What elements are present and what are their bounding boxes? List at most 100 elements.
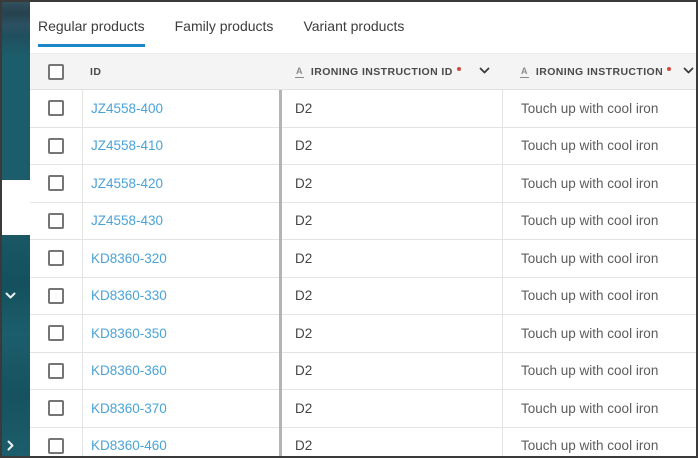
ironing-instruction-id-cell: D2 — [295, 438, 313, 454]
table-row: KD8360-330 D2 Touch up with cool iron — [30, 277, 696, 315]
row-select-cell — [30, 353, 82, 390]
sidebar-lower-panel — [2, 235, 30, 456]
product-id-link[interactable]: JZ4558-400 — [91, 100, 164, 116]
row-select-cell — [30, 128, 82, 165]
product-id-link[interactable]: JZ4558-420 — [91, 175, 164, 191]
collapsed-sidebar[interactable] — [2, 2, 30, 456]
product-id-cell: JZ4558-400 — [82, 90, 282, 127]
row-select-cell — [30, 240, 82, 277]
product-id-cell: KD8360-360 — [82, 352, 282, 389]
product-id-cell: JZ4558-420 — [82, 165, 282, 202]
table-row: KD8360-360 D2 Touch up with cool iron — [30, 352, 696, 390]
tab-variant-products[interactable]: Variant products — [303, 10, 404, 47]
table-row: JZ4558-410 D2 Touch up with cool iron — [30, 127, 696, 165]
table-row: JZ4558-430 D2 Touch up with cool iron — [30, 202, 696, 240]
column-header-ironing-instruction[interactable]: A IRONING INSTRUCTION — [502, 66, 696, 78]
ironing-instruction-id-cell: D2 — [295, 400, 313, 416]
tab-label: Regular products — [38, 18, 145, 34]
chevron-down-icon[interactable] — [4, 289, 17, 302]
ironing-instruction-id-cell: D2 — [295, 250, 313, 266]
row-select-cell — [30, 390, 82, 427]
row-checkbox[interactable] — [48, 100, 64, 117]
table-row: KD8360-370 D2 Touch up with cool iron — [30, 390, 696, 428]
product-id-link[interactable]: KD8360-330 — [91, 288, 167, 304]
frozen-column-divider[interactable] — [279, 90, 282, 456]
grid-header-row: ID A IRONING INSTRUCTION ID A IRONING IN… — [30, 53, 696, 90]
product-id-cell: KD8360-460 — [82, 427, 282, 456]
product-id-cell: KD8360-350 — [82, 315, 282, 352]
ironing-instruction-cell: Touch up with cool iron — [502, 90, 696, 127]
ironing-instruction-cell: Touch up with cool iron — [502, 165, 696, 202]
row-select-cell — [30, 278, 82, 315]
required-indicator — [456, 66, 461, 71]
select-all-cell — [30, 63, 82, 80]
ironing-instruction-cell: Touch up with cool iron — [502, 240, 696, 277]
tab-regular-products[interactable]: Regular products — [38, 10, 145, 47]
ironing-instruction-cell: Touch up with cool iron — [502, 427, 696, 456]
ironing-instruction-id-cell: D2 — [295, 363, 313, 379]
row-checkbox[interactable] — [48, 250, 64, 267]
product-id-link[interactable]: KD8360-370 — [91, 400, 167, 416]
table-row: JZ4558-400 D2 Touch up with cool iron — [30, 90, 696, 128]
ironing-instruction-cell: Touch up with cool iron — [502, 352, 696, 389]
ironing-instruction-id-cell: D2 — [295, 325, 313, 341]
ironing-instruction-id-cell: D2 — [295, 138, 313, 154]
ironing-instruction-cell: Touch up with cool iron — [502, 202, 696, 239]
row-select-cell — [30, 315, 82, 352]
ironing-instruction-id-cell: D2 — [295, 100, 313, 116]
row-checkbox[interactable] — [48, 175, 64, 192]
text-attribute-icon: A — [295, 65, 304, 78]
product-grid-main: Regular products Family products Variant… — [30, 2, 696, 456]
tab-label: Variant products — [303, 18, 405, 34]
product-id-cell: JZ4558-410 — [82, 127, 282, 164]
product-id-link[interactable]: KD8360-320 — [91, 250, 167, 266]
table-body: JZ4558-400 D2 Touch up with cool iron JZ… — [30, 90, 696, 456]
row-checkbox[interactable] — [48, 212, 64, 229]
product-id-link[interactable]: KD8360-350 — [91, 325, 167, 341]
column-header-id[interactable]: ID — [82, 66, 282, 78]
table-row: JZ4558-420 D2 Touch up with cool iron — [30, 165, 696, 203]
column-header-label: IRONING INSTRUCTION — [535, 65, 664, 78]
chevron-down-icon[interactable] — [683, 66, 694, 78]
select-all-checkbox[interactable] — [48, 63, 64, 80]
ironing-instruction-id-cell: D2 — [295, 213, 313, 229]
row-checkbox[interactable] — [48, 325, 64, 342]
product-id-link[interactable]: JZ4558-430 — [91, 213, 164, 229]
row-checkbox[interactable] — [48, 362, 64, 379]
row-select-cell — [30, 203, 82, 240]
ironing-instruction-cell: Touch up with cool iron — [502, 127, 696, 164]
product-id-link[interactable]: KD8360-360 — [91, 363, 167, 379]
column-header-label: ID — [90, 65, 102, 78]
row-checkbox[interactable] — [48, 437, 64, 454]
required-indicator — [667, 66, 672, 71]
ironing-instruction-id-cell: D2 — [295, 288, 313, 304]
table-row: KD8360-460 D2 Touch up with cool iron — [30, 427, 696, 457]
sidebar-photo-thumbnail — [2, 2, 30, 57]
ironing-instruction-cell: Touch up with cool iron — [502, 315, 696, 352]
row-select-cell — [30, 90, 82, 127]
row-checkbox[interactable] — [48, 137, 64, 154]
column-header-label: IRONING INSTRUCTION ID — [310, 65, 453, 78]
product-id-cell: KD8360-370 — [82, 390, 282, 427]
ironing-instruction-cell: Touch up with cool iron — [502, 390, 696, 427]
table-row: KD8360-320 D2 Touch up with cool iron — [30, 240, 696, 278]
chevron-down-icon[interactable] — [479, 66, 490, 78]
tab-family-products[interactable]: Family products — [175, 10, 274, 47]
column-header-ironing-instruction-id[interactable]: A IRONING INSTRUCTION ID — [282, 66, 502, 78]
row-checkbox[interactable] — [48, 287, 64, 304]
product-id-link[interactable]: KD8360-460 — [91, 438, 167, 454]
product-id-cell: KD8360-320 — [82, 240, 282, 277]
product-type-tabs: Regular products Family products Variant… — [30, 2, 696, 53]
sidebar-section-gap — [2, 180, 30, 235]
ironing-instruction-id-cell: D2 — [295, 175, 313, 191]
product-id-cell: JZ4558-430 — [82, 202, 282, 239]
product-id-link[interactable]: JZ4558-410 — [91, 138, 164, 154]
product-id-cell: KD8360-330 — [82, 277, 282, 314]
row-select-cell — [30, 165, 82, 202]
tab-label: Family products — [174, 18, 274, 34]
row-select-cell — [30, 428, 82, 457]
chevron-right-icon[interactable] — [4, 439, 17, 452]
row-checkbox[interactable] — [48, 400, 64, 417]
table-row: KD8360-350 D2 Touch up with cool iron — [30, 315, 696, 353]
